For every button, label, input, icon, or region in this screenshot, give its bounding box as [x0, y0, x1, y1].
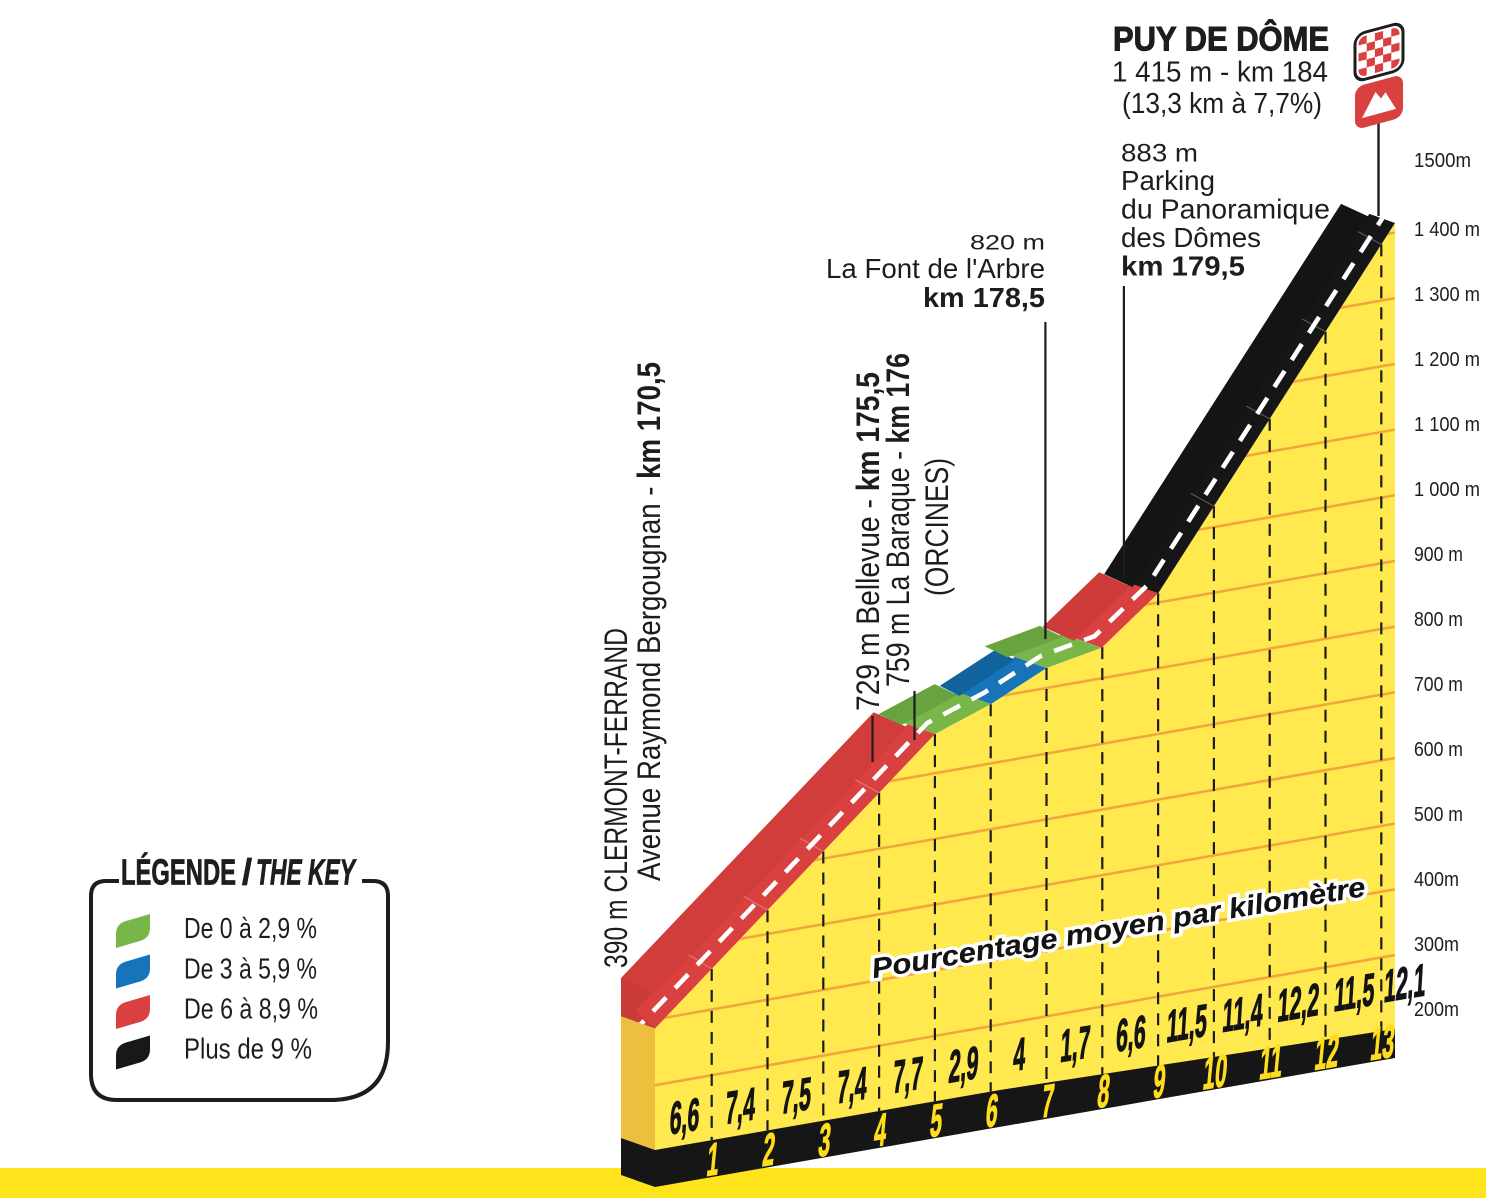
svg-text:1 200 m: 1 200 m [1414, 348, 1480, 371]
svg-text:11,5: 11,5 [1333, 963, 1376, 1022]
svg-text:De 0 à 2,9 %: De 0 à 2,9 % [184, 913, 317, 945]
svg-text:12,2: 12,2 [1276, 973, 1321, 1032]
svg-text:12: 12 [1313, 1024, 1342, 1080]
svg-text:des Dômes: des Dômes [1121, 222, 1261, 253]
svg-text:THE KEY: THE KEY [256, 852, 357, 893]
svg-text:7: 7 [1040, 1074, 1057, 1128]
svg-text:390 m CLERMONT-FERRAND: 390 m CLERMONT-FERRAND [598, 628, 634, 968]
svg-text:1500m: 1500m [1414, 149, 1471, 172]
svg-text:(13,3 km à 7,7%): (13,3 km à 7,7%) [1122, 88, 1322, 120]
svg-text:11,5: 11,5 [1165, 994, 1208, 1053]
svg-text:LÉGENDE: LÉGENDE [121, 852, 236, 893]
svg-text:3: 3 [816, 1113, 833, 1167]
svg-text:5: 5 [928, 1093, 945, 1147]
svg-text:km 178,5: km 178,5 [923, 282, 1045, 313]
svg-text:900 m: 900 m [1414, 543, 1463, 566]
svg-text:600 m: 600 m [1414, 738, 1463, 761]
svg-text:Pourcentage moyen par kilomètr: Pourcentage moyen par kilomètre [869, 871, 1367, 984]
svg-text:300m: 300m [1414, 933, 1459, 956]
svg-text:10: 10 [1201, 1043, 1230, 1099]
svg-text:du Panoramique: du Panoramique [1121, 194, 1330, 225]
svg-text:Avenue Raymond Bergougnan - km: Avenue Raymond Bergougnan - km 170,5 [631, 362, 667, 881]
svg-text:820 m: 820 m [970, 231, 1045, 255]
svg-text:7,5: 7,5 [780, 1067, 813, 1124]
svg-text:13: 13 [1368, 1014, 1397, 1070]
svg-text:200m: 200m [1414, 998, 1459, 1021]
svg-text:km 179,5: km 179,5 [1121, 251, 1245, 282]
svg-text:4: 4 [1012, 1027, 1027, 1081]
svg-text:2: 2 [761, 1122, 778, 1176]
svg-text:1 415 m - km 184: 1 415 m - km 184 [1112, 57, 1328, 89]
svg-text:Plus de 9 %: Plus de 9 % [184, 1034, 312, 1066]
svg-text:1 000 m: 1 000 m [1414, 478, 1480, 501]
svg-text:700 m: 700 m [1414, 673, 1463, 696]
svg-text:12,1: 12,1 [1383, 953, 1428, 1012]
svg-text:883 m: 883 m [1121, 140, 1198, 168]
svg-text:800 m: 800 m [1414, 608, 1463, 631]
svg-text:2,9: 2,9 [947, 1036, 980, 1093]
svg-text:6,6: 6,6 [668, 1087, 701, 1144]
svg-text:7,4: 7,4 [724, 1077, 757, 1134]
svg-text:(ORCINES): (ORCINES) [919, 458, 955, 596]
svg-text:729 m Bellevue - km 175,5: 729 m Bellevue - km 175,5 [850, 372, 886, 711]
svg-text:11: 11 [1257, 1034, 1285, 1090]
svg-text:8: 8 [1095, 1064, 1112, 1118]
svg-text:500 m: 500 m [1414, 803, 1463, 826]
svg-text:1 100 m: 1 100 m [1414, 413, 1480, 436]
svg-text:De 6 à 8,9 %: De 6 à 8,9 % [184, 994, 318, 1026]
svg-text:Parking: Parking [1121, 165, 1215, 196]
svg-text:11,4: 11,4 [1221, 983, 1264, 1042]
svg-text:6: 6 [984, 1083, 1001, 1137]
svg-text:/: / [242, 852, 252, 893]
svg-text:400m: 400m [1414, 868, 1459, 891]
svg-text:PUY DE DÔME: PUY DE DÔME [1113, 19, 1329, 59]
svg-text:759 m La Baraque - km 176: 759 m La Baraque - km 176 [880, 353, 916, 687]
svg-text:1 300 m: 1 300 m [1414, 283, 1480, 306]
svg-text:1 400 m: 1 400 m [1414, 218, 1480, 241]
svg-text:6,6: 6,6 [1115, 1005, 1148, 1062]
svg-text:7,4: 7,4 [836, 1056, 869, 1113]
svg-text:1: 1 [705, 1132, 722, 1186]
svg-text:1,7: 1,7 [1059, 1015, 1092, 1072]
svg-text:7,7: 7,7 [892, 1046, 925, 1103]
svg-text:9: 9 [1151, 1054, 1168, 1108]
svg-text:4: 4 [872, 1103, 889, 1157]
svg-text:La Font de l'Arbre: La Font de l'Arbre [826, 253, 1045, 284]
svg-text:De 3 à 5,9 %: De 3 à 5,9 % [184, 954, 317, 986]
